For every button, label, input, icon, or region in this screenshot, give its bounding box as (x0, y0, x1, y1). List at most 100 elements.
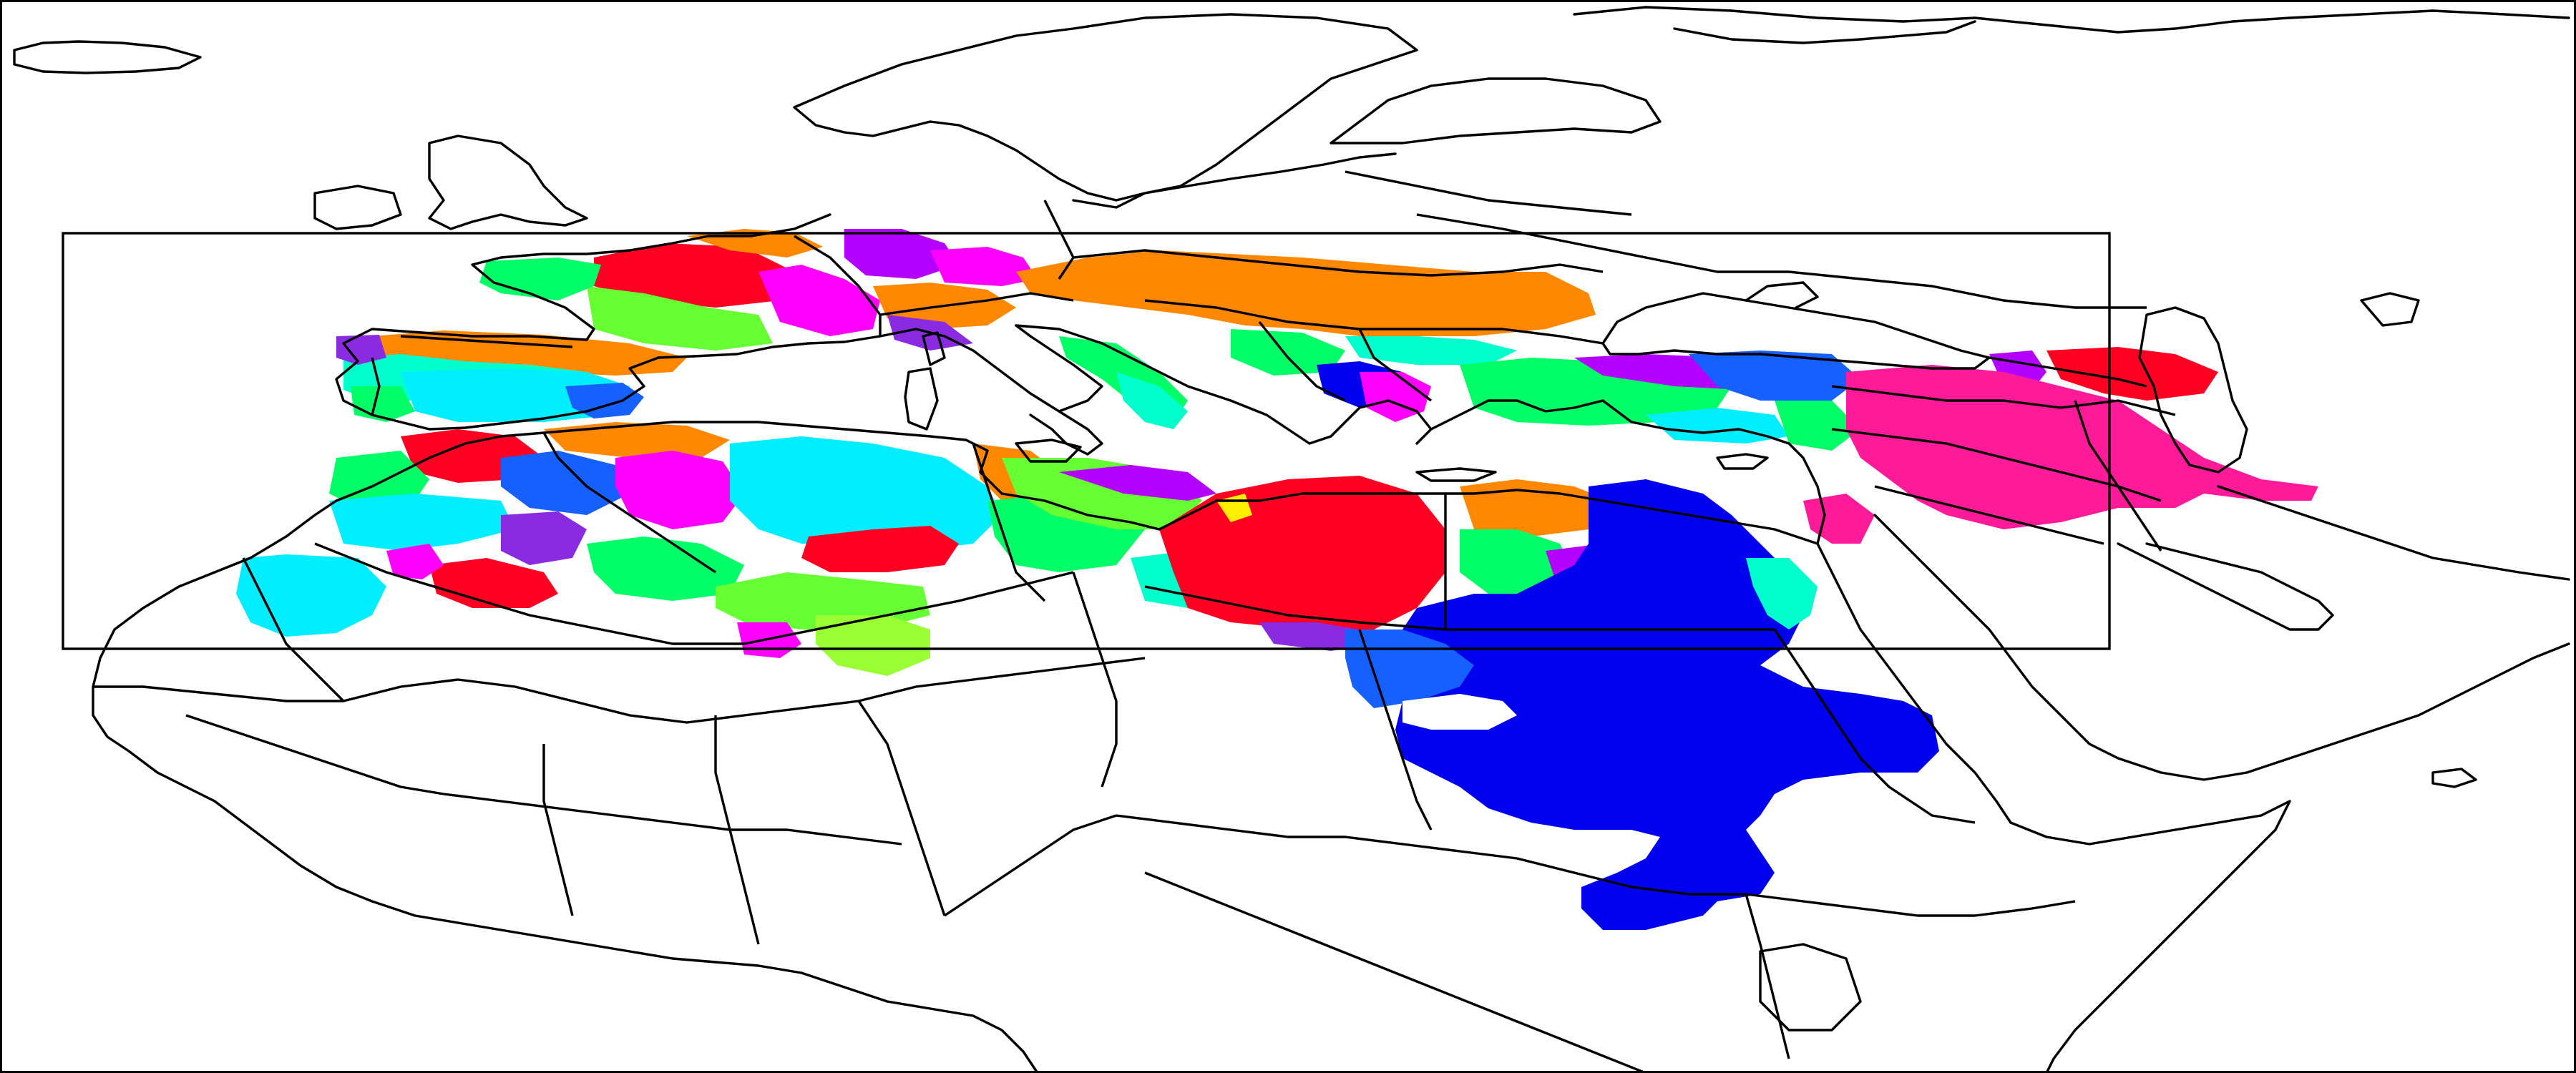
border-cameroon (944, 814, 1117, 917)
crete-coast (1415, 467, 1497, 482)
region-iberia-purple (336, 335, 386, 365)
border-lake-victoria (1759, 943, 1862, 1032)
border-balkans-2 (1258, 320, 1346, 402)
region-morocco-blue (501, 451, 630, 515)
region-anatolia-cyan (1646, 408, 1789, 444)
border-alps (879, 292, 1074, 316)
border-turkey-east (1831, 385, 2176, 416)
red-sea-west-coast (1816, 542, 2012, 824)
domain-bounding-box (62, 232, 2111, 650)
border-balkans-1 (1144, 299, 1604, 345)
cyprus-coast (1716, 453, 1769, 470)
border-nigeria (857, 700, 946, 916)
north-africa-coast (313, 421, 1819, 545)
scandinavia-coast (793, 13, 1418, 202)
border-west-africa-3 (542, 744, 574, 916)
region-egypt-green (1460, 529, 1574, 594)
region-levant-green (1775, 401, 1860, 451)
finland-coast (1330, 77, 1662, 144)
region-iran-pink (1846, 365, 2318, 529)
adriatic-east-coast (1015, 324, 1433, 445)
region-anatolia-blue (1689, 351, 1860, 401)
iran-coast (2217, 485, 2570, 581)
europe-west-coast (335, 213, 831, 431)
region-sahara-red (801, 526, 959, 572)
sardinia-coast (904, 367, 939, 431)
border-algeria-libya (972, 443, 1046, 602)
border-west-africa-4 (714, 715, 760, 945)
border-balkans-3 (1358, 328, 1433, 402)
horn-africa-coast (2009, 800, 2291, 1073)
border-ethiopia-south (1745, 893, 2076, 917)
region-france-red (594, 243, 794, 308)
sicily-coast (1015, 438, 1082, 463)
region-france-lightgreen (587, 286, 773, 351)
region-algeria-green (587, 536, 744, 601)
caspian-coast (2138, 306, 2248, 474)
region-france-magenta (758, 265, 880, 336)
border-mauritania (93, 678, 459, 702)
region-france-violet (844, 229, 959, 279)
aegean-coast (1430, 399, 1604, 431)
region-morocco-cyan (329, 494, 515, 551)
region-italy-teal (1116, 372, 1188, 429)
border-spain-france (400, 335, 573, 348)
border-uganda-kenya (1745, 893, 1790, 1059)
border-caucasus (1989, 356, 2147, 388)
border-france-east (794, 235, 882, 336)
region-balkan-green (1231, 329, 1345, 376)
region-libya-violet (1059, 465, 1216, 501)
coastlines-and-borders (13, 6, 2570, 1073)
region-sahara-chartreuse (816, 615, 930, 676)
region-nile-blue (1395, 479, 1939, 930)
region-alps-magenta (930, 247, 1038, 286)
north-russia-coast (1573, 6, 2570, 34)
border-west-africa-2 (443, 793, 902, 846)
baltic-coast (1072, 152, 1397, 209)
border-south-sudan (1459, 850, 1746, 896)
region-algeria-cyan (730, 436, 1002, 551)
region-france-green (479, 258, 601, 300)
persian-gulf-coast (2117, 542, 2334, 631)
iceland-coast (13, 40, 202, 74)
anatolia-south-coast (1601, 399, 1826, 545)
border-western-sahara (242, 557, 345, 702)
britain-coast (428, 134, 588, 230)
socotra-coast (2431, 768, 2477, 788)
border-chad-sudan (1358, 629, 1433, 831)
region-danube-orange (1016, 250, 1596, 336)
region-egypt-orange (1460, 479, 1610, 536)
region-iberia-blue (565, 383, 644, 418)
border-arabia-north (1874, 485, 2104, 545)
region-sudan-white-hole (1402, 694, 1517, 730)
region-algeria-purple (501, 511, 587, 565)
border-belarus (1345, 170, 1632, 216)
france-med-coast (693, 335, 882, 358)
region-iberia-cyan (401, 368, 630, 422)
border-iraq-iran (2074, 400, 2162, 552)
border-car (1116, 814, 1460, 853)
cluster-regions (236, 229, 2318, 930)
border-libya-south (1144, 585, 1446, 631)
border-west-africa-1 (185, 714, 444, 795)
region-balkan-teal (1345, 336, 1517, 365)
corsica-coast (922, 331, 946, 366)
border-ethiopia (1773, 629, 1976, 824)
arabia-coast (1873, 514, 2570, 781)
white-sea-coast (1673, 20, 1976, 44)
region-atlas-orange (544, 422, 730, 458)
border-congo (1144, 871, 1646, 1073)
west-africa-coast (92, 514, 1039, 1073)
crimea-coast (1745, 281, 1819, 309)
border-spain-portugal (371, 357, 381, 416)
border-algeria-south (314, 542, 1074, 645)
border-ukraine (1416, 213, 2147, 309)
border-mali-niger (457, 657, 1146, 724)
region-maur-magenta (386, 544, 444, 579)
border-niger-chad (1072, 572, 1118, 788)
region-caucasus-red (2046, 347, 2218, 401)
border-central-europe (1073, 249, 1604, 277)
